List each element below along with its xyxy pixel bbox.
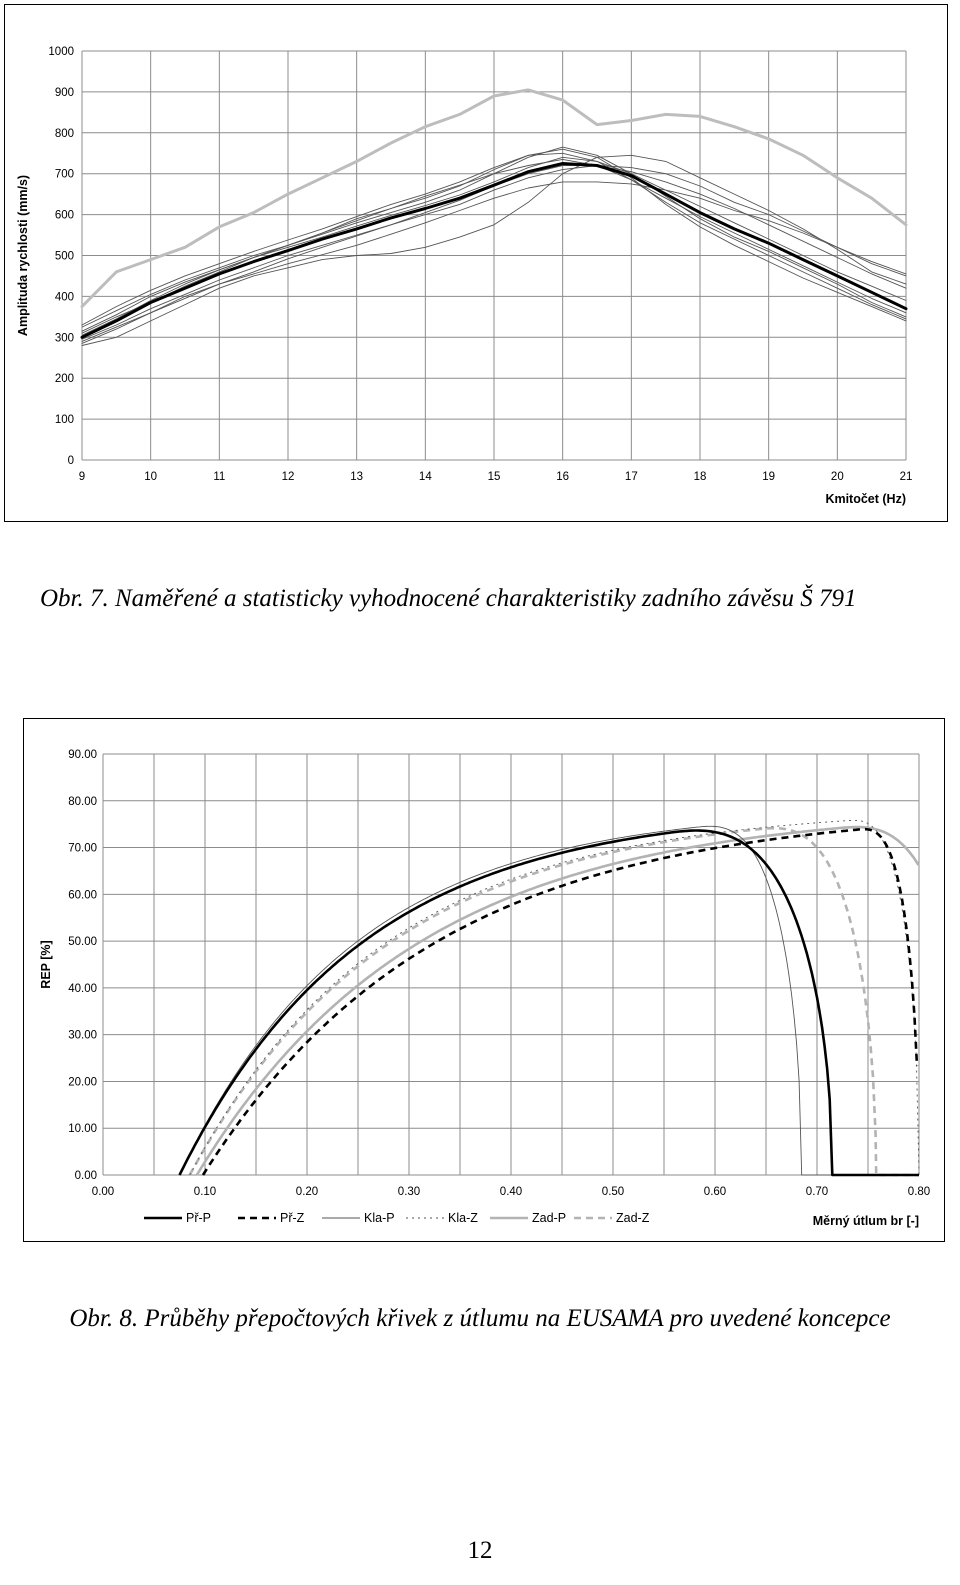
x-tick-label: 0.50 [602,1186,624,1198]
series-line-zadp [195,825,920,1176]
series-line-klap [179,825,919,1176]
x-tick-label: 11 [213,471,225,483]
y-tick-label: 800 [55,128,74,140]
x-tick-label: 21 [900,471,913,483]
x-tick-label: 20 [831,471,844,483]
y-tick-label: 400 [55,291,74,303]
y-tick-label: 70.00 [68,843,97,855]
series-line-measured [81,165,907,340]
y-tick-label: 0.00 [75,1170,97,1182]
x-tick-label: 0.30 [398,1186,420,1198]
legend-label: Zad-P [532,1211,566,1225]
y-tick-label: 20.00 [68,1076,97,1088]
y-tick-label: 300 [55,332,74,344]
x-tick-label: 0.60 [704,1186,726,1198]
y-tick-label: 50.00 [68,936,97,948]
chart-velocity-amplitude: 9 10 11 12 13 14 15 16 17 18 19 20 21 0 100 200 300 400 50… [4,4,948,522]
legend-label: Kla-Z [448,1211,478,1225]
x-tick-label: 18 [694,471,707,483]
x-tick-label: 9 [79,471,85,483]
legend-label: Kla-P [364,1211,395,1225]
y-tick-label: 1000 [48,46,74,58]
series-line-mean [80,162,908,339]
x-tick-label: 0.20 [296,1186,318,1198]
x-tick-label: 13 [350,471,363,483]
y-tick-label: 500 [55,251,74,263]
x-tick-label: 16 [556,471,569,483]
series-line-measured [81,158,907,336]
x-tick-label: 0.40 [500,1186,522,1198]
legend-label: Zad-Z [616,1211,650,1225]
x-tick-label: 15 [488,471,501,483]
figure-8-caption: Obr. 8. Průběhy přepočtových křivek z út… [69,1305,891,1332]
y-tick-label: 80.00 [68,796,97,808]
legend-label: Př-P [186,1211,211,1225]
series-line-measured [81,154,907,346]
y-tick-label: 100 [55,414,74,426]
legend-label: Př-Z [280,1211,305,1225]
chart-velocity-amplitude-plot: 9 10 11 12 13 14 15 16 17 18 19 20 21 0 100 200 300 400 50… [16,46,913,506]
series-line-measured [81,148,907,334]
y-tick-label: 40.00 [68,983,97,995]
series-line-zadz [188,826,919,1177]
series-line-measured [81,152,907,326]
x-tick-label: 0.00 [92,1186,114,1198]
y-tick-label: 700 [55,169,74,181]
y-axis-title: REP [%] [39,940,53,988]
y-tick-label: 0 [68,455,74,467]
y-axis-title: Amplituda rychlosti (mm/s) [16,175,30,336]
y-tick-label: 90.00 [68,749,97,761]
series-line-upper [80,88,908,309]
x-tick-label: 14 [419,471,432,483]
x-tick-label: 0.10 [194,1186,216,1198]
chart-rep-curves: 0.00 10.00 20.00 30.00 40.00 50.00 60.00 70.00 8… [23,718,945,1242]
series-line-pp [178,829,919,1177]
page-number: 12 [467,1537,493,1564]
y-tick-label: 60.00 [68,889,97,901]
y-tick-label: 600 [55,210,74,222]
series-line-klaz [189,819,920,1176]
y-tick-label: 200 [55,373,74,385]
chart-rep-curves-plot: 0.00 10.00 20.00 30.00 40.00 50.00 60.00 70.00 8… [39,749,930,1228]
x-tick-label: 0.70 [806,1186,828,1198]
y-tick-label: 30.00 [68,1030,97,1042]
x-tick-label: 12 [282,471,295,483]
series-line-pz [201,827,919,1176]
x-axis-title: Měrný útlum br [-] [813,1214,919,1228]
x-tick-label: 17 [625,471,638,483]
x-axis-title: Kmitočet (Hz) [825,492,906,506]
figure-7-caption: Obr. 7. Naměřené a statisticky vyhodnoce… [40,585,857,612]
x-tick-label: 0.80 [908,1186,930,1198]
x-tick-label: 19 [762,471,775,483]
y-tick-label: 10.00 [68,1123,97,1135]
x-tick-label: 10 [144,471,157,483]
y-tick-label: 900 [55,87,74,99]
